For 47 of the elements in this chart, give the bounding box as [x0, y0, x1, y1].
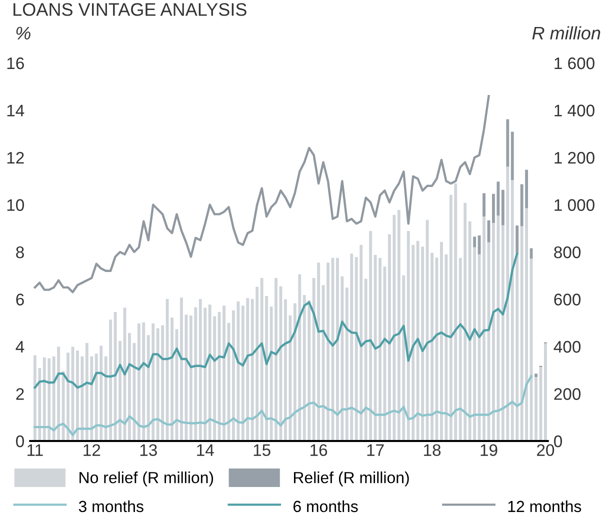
legend-label: 12 months [508, 500, 582, 512]
bar [544, 343, 547, 441]
y2-tick-label: 1 200 [554, 152, 594, 164]
y-tick-label: 12 [7, 152, 24, 164]
legend-label: 3 months [78, 500, 144, 512]
legend-label: Relief (R million) [294, 472, 409, 486]
y-tick-label: 0 [16, 435, 24, 448]
bar [473, 236, 476, 248]
y2-tick-label: 1 000 [554, 199, 594, 211]
y2-tick-label: 1 600 [554, 57, 594, 70]
line-series [34, 375, 532, 436]
y-tick-label: 16 [7, 57, 24, 70]
bar [506, 119, 510, 167]
x-tick-label: 13 [140, 444, 157, 456]
x-tick-label: 15 [254, 444, 270, 456]
x-tick-label: 18 [424, 444, 441, 456]
bar [516, 226, 519, 253]
bar [482, 193, 486, 217]
x-tick-label: 11 [28, 444, 43, 456]
bar [534, 374, 538, 377]
line-series [34, 252, 518, 389]
y2-tick-label: 600 [554, 294, 581, 306]
legend-label: No relief (R million) [80, 472, 214, 486]
x-tick-label: 19 [480, 444, 498, 456]
y-tick-label: 4 [16, 341, 24, 353]
y2-axis-title: R million [532, 26, 600, 40]
bar [510, 132, 514, 180]
y2-tick-label: 800 [554, 246, 581, 258]
y-tick-label: 10 [7, 199, 24, 211]
bar [501, 190, 504, 226]
y-tick-label: 14 [7, 104, 24, 116]
x-tick-label: 20 [537, 444, 554, 456]
y-tick-label: 2 [16, 388, 24, 400]
y2-tick-label: 1 400 [554, 104, 594, 116]
chart-title: LOANS VINTAGE ANALYSIS [14, 3, 246, 16]
y-tick-label: 6 [16, 294, 24, 306]
x-tick-label: 17 [367, 444, 384, 456]
y2-tick-label: 400 [554, 340, 581, 353]
y-axis-title: % [16, 26, 30, 40]
x-tick-label: 14 [197, 444, 214, 456]
y2-tick-label: 200 [554, 388, 581, 400]
y2-tick-label: 0 [554, 435, 562, 448]
x-tick-label: 12 [84, 444, 100, 456]
line-series [34, 94, 490, 294]
x-tick-label: 16 [310, 444, 328, 456]
y-tick-label: 8 [16, 246, 24, 258]
legend-label: 6 months [293, 500, 358, 512]
